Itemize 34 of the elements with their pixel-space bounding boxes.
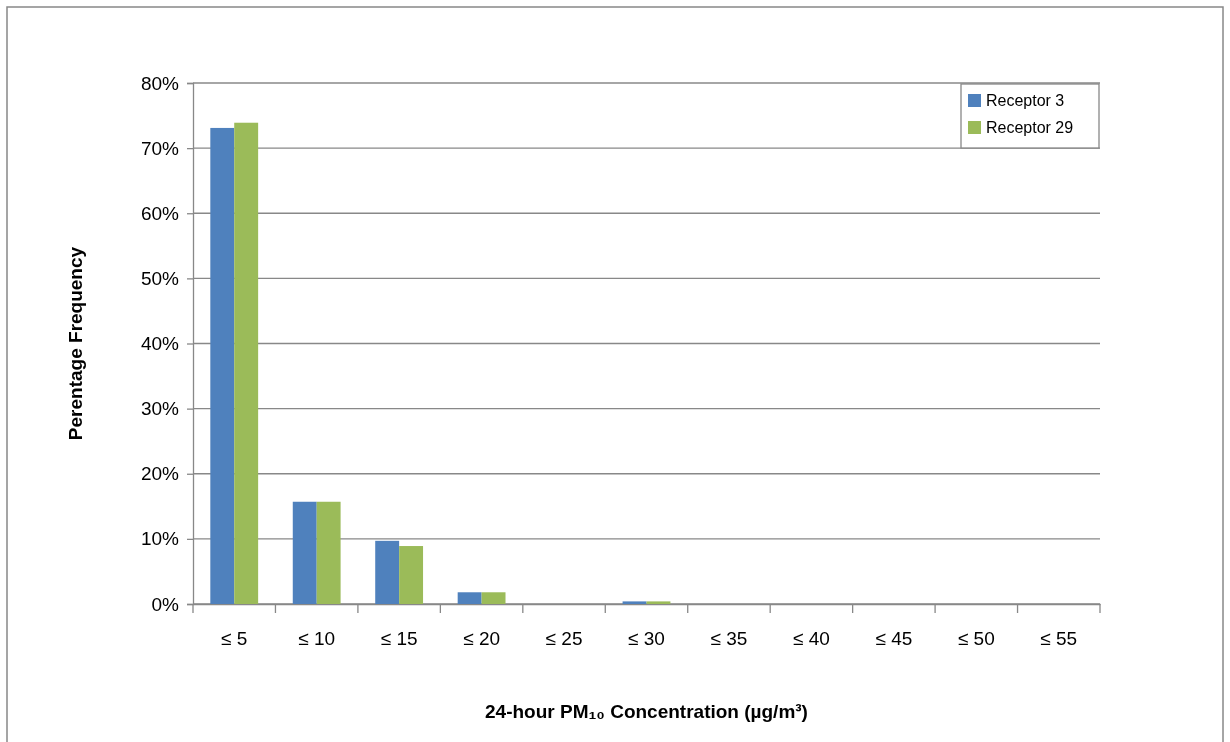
y-tick-label: 50% [140, 267, 180, 289]
y-tick-label: 40% [140, 333, 180, 355]
bar [457, 592, 482, 604]
legend-label: Receptor 29 [986, 119, 1074, 136]
bar [234, 122, 259, 604]
bar [622, 601, 647, 604]
x-tick-label: ≤ 50 [957, 628, 995, 650]
bar [210, 127, 235, 604]
bar [375, 540, 400, 604]
y-tick-label: 60% [140, 202, 180, 224]
y-tick-label: 70% [140, 137, 180, 159]
bar [399, 546, 424, 604]
bar [316, 501, 341, 604]
x-tick-label: ≤ 20 [463, 628, 501, 650]
bar [646, 601, 671, 604]
y-tick-label: 10% [140, 528, 180, 550]
x-tick-label: ≤ 30 [628, 628, 665, 650]
bar [292, 501, 317, 604]
x-tick-label: ≤ 35 [710, 628, 748, 650]
y-axis-title: Perentage Frequency [65, 246, 86, 441]
y-tick-label: 30% [140, 398, 180, 420]
y-tick-label: 0% [151, 593, 180, 615]
x-tick-label: ≤ 25 [545, 628, 583, 650]
bar [481, 592, 506, 604]
x-tick-label: ≤ 15 [380, 628, 418, 650]
x-axis-title: 24-hour PM₁₀ Concentration (µg/m³) [485, 701, 808, 722]
y-tick-label: 80% [140, 72, 180, 94]
x-tick-label: ≤ 45 [875, 628, 913, 650]
legend-label: Receptor 3 [986, 92, 1065, 109]
x-tick-label: ≤ 55 [1040, 628, 1078, 650]
x-tick-label: ≤ 40 [792, 628, 830, 650]
x-tick-label: ≤ 5 [221, 628, 248, 650]
y-tick-label: 20% [140, 463, 180, 485]
x-tick-label: ≤ 10 [298, 628, 336, 650]
